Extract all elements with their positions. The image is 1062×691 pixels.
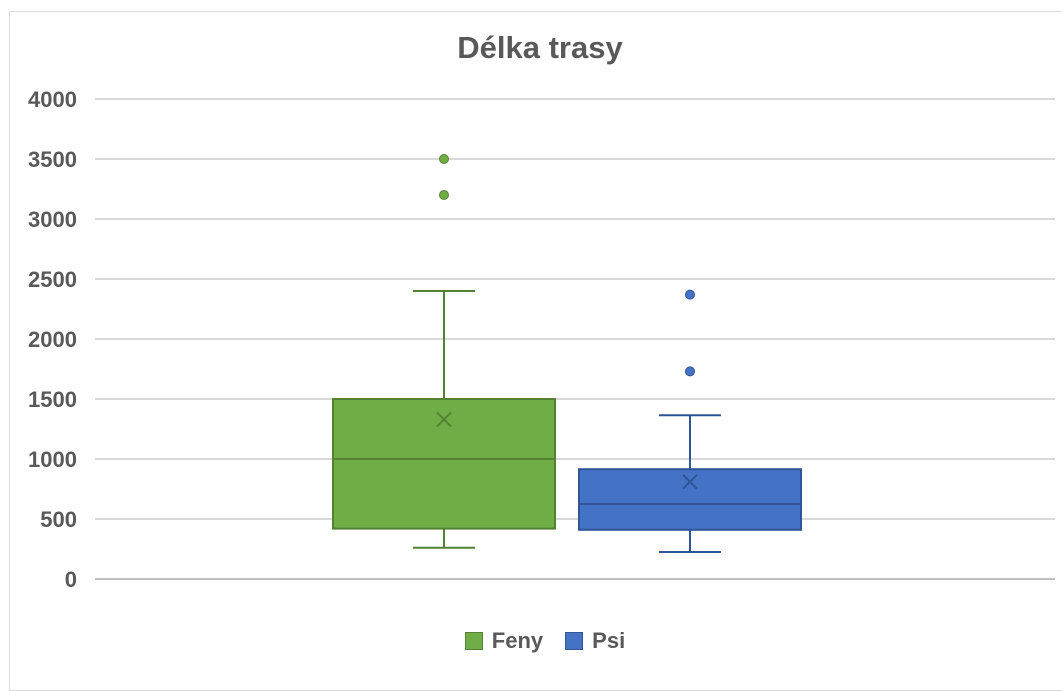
legend: Feny Psi xyxy=(0,628,1062,654)
outlier-psi-0 xyxy=(685,366,695,377)
box-group-psi xyxy=(578,289,802,553)
y-tick-label-500: 500 xyxy=(40,507,77,532)
outlier-psi-1 xyxy=(685,289,695,300)
legend-label-feny: Feny xyxy=(491,628,544,653)
y-tick-label-1500: 1500 xyxy=(28,387,77,412)
y-tick-label-3000: 3000 xyxy=(28,207,77,232)
outlier-feny-0 xyxy=(439,190,449,200)
mean-marker-psi xyxy=(682,474,698,490)
chart-title: Délka trasy xyxy=(457,30,623,65)
outlier-feny-1 xyxy=(439,154,449,164)
y-tick-label-2500: 2500 xyxy=(28,267,77,292)
box-group-feny xyxy=(332,154,556,549)
legend-swatch-feny xyxy=(464,632,483,650)
y-tick-label-4000: 4000 xyxy=(28,87,77,112)
y-tick-label-3500: 3500 xyxy=(28,147,77,172)
y-axis-tick-labels: 0 500 1000 1500 2000 2500 3000 3500 4000 xyxy=(28,87,77,592)
box-psi xyxy=(578,468,802,531)
boxes xyxy=(332,154,802,553)
gridlines xyxy=(95,98,1055,580)
legend-swatch-psi xyxy=(565,632,584,650)
y-tick-label-1000: 1000 xyxy=(28,447,77,472)
legend-label-psi: Psi xyxy=(592,628,626,653)
legend-item-psi: Psi xyxy=(565,628,625,654)
y-tick-label-0: 0 xyxy=(65,567,77,592)
mean-marker-feny xyxy=(436,411,452,428)
legend-item-feny: Feny xyxy=(464,628,544,654)
chart-frame xyxy=(9,11,1062,691)
y-tick-label-2000: 2000 xyxy=(28,327,77,352)
